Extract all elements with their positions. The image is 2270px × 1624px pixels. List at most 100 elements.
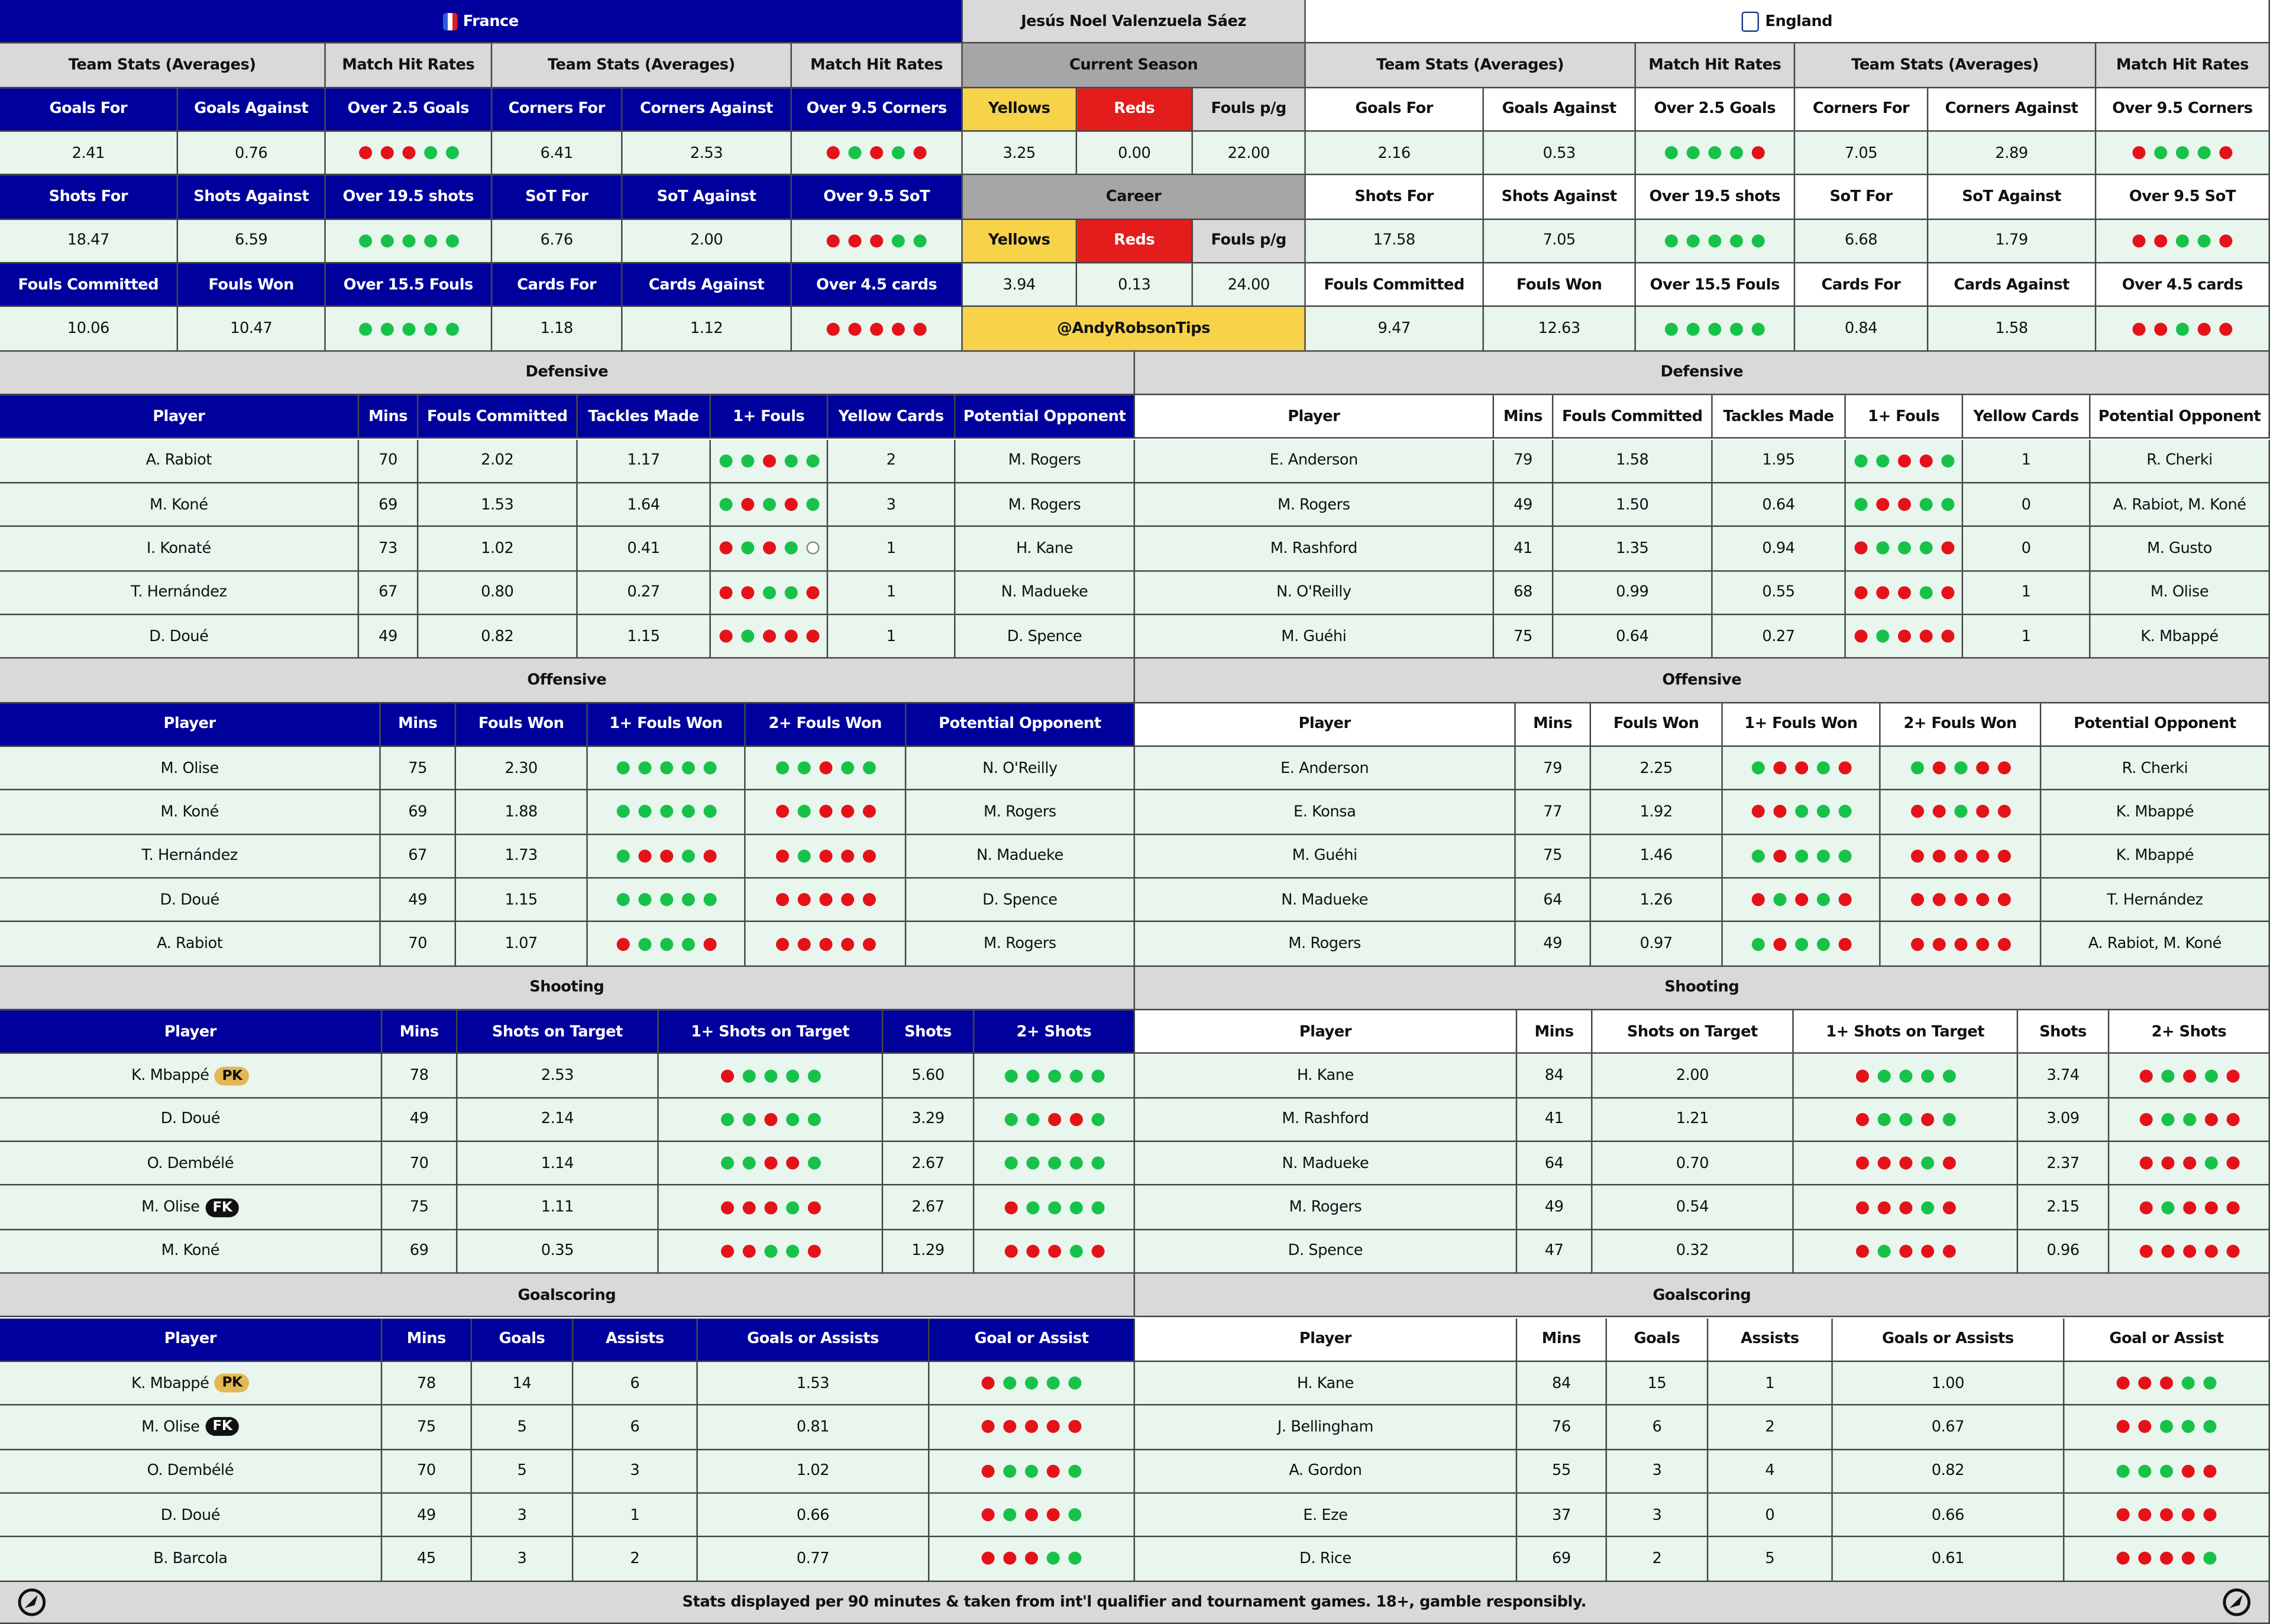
hit-dot [1975, 805, 1988, 819]
hit-dot [742, 1069, 755, 1082]
hit-dot [981, 1464, 995, 1478]
stat-label: Goals Against [178, 88, 326, 132]
table-cell: 2.37 [2018, 1142, 2110, 1186]
column-header: Shots on Target [1592, 1010, 1794, 1054]
cell-text: 2.30 [505, 759, 538, 777]
hit-dot [1091, 1112, 1104, 1126]
stat-label: Shots For [0, 176, 179, 220]
table-cell [2064, 1537, 2270, 1582]
cell-text: 0.55 [1762, 583, 1795, 601]
hit-dot [2182, 1157, 2195, 1170]
hit-dot [638, 849, 651, 863]
stat-label: Cards Against [622, 263, 792, 308]
hit-dot [1816, 893, 1829, 907]
hit-dot [1003, 1508, 1017, 1522]
hit-dot [819, 849, 832, 863]
column-label: Fouls Won [1613, 715, 1699, 733]
hit-dot [1942, 1157, 1955, 1170]
cell-text: 1.29 [911, 1243, 945, 1260]
hit-dot [2154, 234, 2168, 248]
table-cell: 1.58 [1553, 439, 1713, 484]
column-header: Mins [380, 703, 457, 747]
hit-dot [2116, 1464, 2130, 1478]
table-cell [1793, 1230, 2019, 1274]
hit-dot [785, 1244, 798, 1258]
hit-dot [819, 893, 832, 907]
footer: Stats displayed per 90 minutes & taken f… [0, 1581, 2270, 1624]
hit-dot [2139, 1157, 2152, 1170]
table-cell: E. Eze [1134, 1493, 1518, 1538]
column-label: Yellow Cards [1973, 407, 2079, 426]
table-cell [2109, 1054, 2270, 1098]
cell-text: 1.02 [481, 539, 514, 557]
stat-name: Cards For [517, 276, 597, 294]
table-cell [1793, 1186, 2019, 1230]
hit-dot [840, 849, 853, 863]
column-header: Fouls Won [1591, 703, 1723, 747]
hit-dot [797, 849, 810, 863]
table-cell: 84 [1517, 1361, 1607, 1406]
table-cell: T. Hernández [2041, 878, 2270, 923]
table-cell: D. Spence [906, 878, 1135, 923]
hit-dot [1708, 234, 1722, 248]
hit-dot [616, 937, 629, 950]
stat-value: 1.79 [1928, 219, 2097, 264]
table-cell: 1.17 [577, 439, 711, 484]
hit-dot [1941, 497, 1954, 511]
cell-text: 2 [886, 452, 896, 470]
stat-label: Fouls Won [178, 263, 326, 308]
table-cell: 2.15 [2018, 1186, 2110, 1230]
referee-stat-number: 3.25 [1003, 144, 1036, 162]
hit-dot [1708, 322, 1722, 335]
column-label: Player [164, 1023, 217, 1040]
table-cell: 5 [471, 1405, 574, 1450]
table-cell: 68 [1494, 571, 1554, 615]
table-cell: B. Barcola [0, 1537, 383, 1582]
hit-dot [1091, 1201, 1104, 1214]
table-cell: H. Kane [955, 527, 1135, 571]
cell-text: 3.74 [2046, 1066, 2080, 1085]
stat-label: Over 19.5 shots [1635, 176, 1796, 220]
group-header: Match Hit Rates [791, 44, 963, 88]
hit-dot [1941, 585, 1954, 599]
table-cell: 4 [1708, 1450, 1833, 1494]
hit-dot [1024, 1464, 1039, 1478]
hit-dot [891, 234, 905, 248]
column-label: Goal or Assist [2109, 1330, 2224, 1348]
hit-dot [1751, 849, 1764, 863]
hit-dot [981, 1552, 995, 1565]
table-cell: 76 [1517, 1405, 1607, 1450]
hit-dot [1954, 893, 1967, 907]
cell-text: 0.81 [796, 1418, 830, 1436]
hit-dot [703, 893, 716, 907]
hit-dot [1004, 1112, 1017, 1126]
column-label: 1+ Shots on Target [1826, 1023, 1985, 1040]
table-cell: 0.66 [697, 1493, 930, 1538]
cell-text: 2.67 [911, 1198, 945, 1217]
stat-value: 6.76 [492, 219, 623, 264]
hit-dot [806, 542, 819, 555]
table-cell: 78 [382, 1361, 472, 1406]
section-title-text: Defensive [1660, 364, 1744, 381]
table-cell: M. Rogers [955, 483, 1135, 528]
cell-text: E. Eze [1303, 1506, 1348, 1524]
referee-stat-number: 24.00 [1227, 276, 1270, 294]
hit-dot [720, 1244, 733, 1258]
hit-dot [1954, 761, 1967, 775]
stat-number: 2.41 [72, 144, 105, 162]
hit-dot [719, 542, 732, 555]
table-cell: 0.77 [697, 1537, 930, 1582]
cell-text: 64 [1543, 891, 1563, 909]
hit-dot [784, 497, 797, 511]
table-cell: 1.15 [456, 878, 588, 923]
hit-dot [762, 454, 775, 467]
hit-dot [1773, 849, 1786, 863]
table-cell: R. Cherki [2041, 746, 2270, 791]
table-cell [710, 439, 829, 484]
table-cell: D. Spence [1134, 1230, 1518, 1274]
table-cell: 2.53 [457, 1054, 659, 1098]
hit-dot [913, 234, 927, 248]
table-cell: N. O'Reilly [1134, 571, 1495, 615]
table-cell: 0.81 [697, 1405, 930, 1450]
hit-dot [826, 322, 840, 335]
